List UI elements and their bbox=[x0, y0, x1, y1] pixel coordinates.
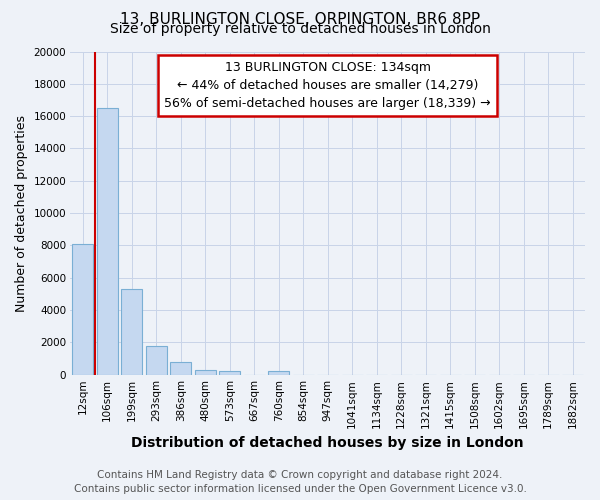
Bar bbox=[146, 346, 167, 375]
Bar bbox=[195, 370, 215, 375]
Bar bbox=[268, 370, 289, 375]
Bar bbox=[121, 289, 142, 375]
Bar bbox=[73, 244, 93, 375]
Text: 13 BURLINGTON CLOSE: 134sqm
← 44% of detached houses are smaller (14,279)
56% of: 13 BURLINGTON CLOSE: 134sqm ← 44% of det… bbox=[164, 61, 491, 110]
X-axis label: Distribution of detached houses by size in London: Distribution of detached houses by size … bbox=[131, 436, 524, 450]
Text: 13, BURLINGTON CLOSE, ORPINGTON, BR6 8PP: 13, BURLINGTON CLOSE, ORPINGTON, BR6 8PP bbox=[120, 12, 480, 28]
Y-axis label: Number of detached properties: Number of detached properties bbox=[15, 114, 28, 312]
Bar bbox=[170, 362, 191, 375]
Bar bbox=[97, 108, 118, 375]
Bar bbox=[220, 370, 240, 375]
Text: Size of property relative to detached houses in London: Size of property relative to detached ho… bbox=[110, 22, 490, 36]
Text: Contains HM Land Registry data © Crown copyright and database right 2024.
Contai: Contains HM Land Registry data © Crown c… bbox=[74, 470, 526, 494]
